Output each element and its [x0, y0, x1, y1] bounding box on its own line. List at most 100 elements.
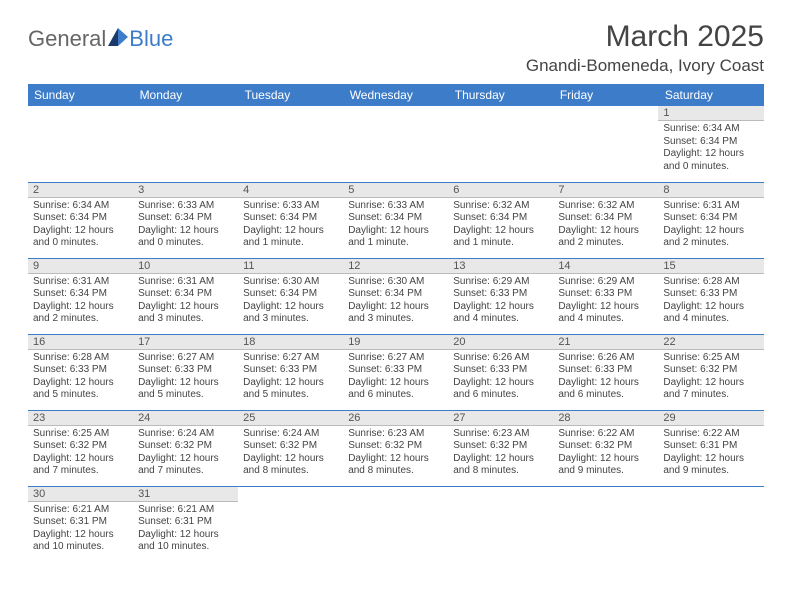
- day-number: 2: [28, 183, 133, 198]
- title-block: March 2025 Gnandi-Bomeneda, Ivory Coast: [526, 20, 764, 76]
- logo: General Blue: [28, 26, 173, 52]
- day-details: Sunrise: 6:22 AMSunset: 6:32 PMDaylight:…: [553, 426, 658, 481]
- day-number: 19: [343, 335, 448, 350]
- calendar-row: 16Sunrise: 6:28 AMSunset: 6:33 PMDayligh…: [28, 334, 764, 410]
- day-details: Sunrise: 6:24 AMSunset: 6:32 PMDaylight:…: [238, 426, 343, 481]
- day-details: Sunrise: 6:24 AMSunset: 6:32 PMDaylight:…: [133, 426, 238, 481]
- calendar-cell: ..: [28, 106, 133, 182]
- day-details: Sunrise: 6:32 AMSunset: 6:34 PMDaylight:…: [448, 198, 553, 253]
- logo-icon: [108, 26, 128, 52]
- day-details: Sunrise: 6:23 AMSunset: 6:32 PMDaylight:…: [343, 426, 448, 481]
- calendar-cell: 26Sunrise: 6:23 AMSunset: 6:32 PMDayligh…: [343, 410, 448, 486]
- calendar-cell: 30Sunrise: 6:21 AMSunset: 6:31 PMDayligh…: [28, 486, 133, 562]
- day-number: 9: [28, 259, 133, 274]
- day-number: 27: [448, 411, 553, 426]
- calendar-cell: 14Sunrise: 6:29 AMSunset: 6:33 PMDayligh…: [553, 258, 658, 334]
- day-number: 31: [133, 487, 238, 502]
- day-number: 6: [448, 183, 553, 198]
- calendar-cell: 27Sunrise: 6:23 AMSunset: 6:32 PMDayligh…: [448, 410, 553, 486]
- day-details: Sunrise: 6:27 AMSunset: 6:33 PMDaylight:…: [133, 350, 238, 405]
- calendar-cell: 2Sunrise: 6:34 AMSunset: 6:34 PMDaylight…: [28, 182, 133, 258]
- calendar-cell: 24Sunrise: 6:24 AMSunset: 6:32 PMDayligh…: [133, 410, 238, 486]
- calendar-table: Sunday Monday Tuesday Wednesday Thursday…: [28, 84, 764, 562]
- day-number: 24: [133, 411, 238, 426]
- day-details: Sunrise: 6:26 AMSunset: 6:33 PMDaylight:…: [448, 350, 553, 405]
- calendar-cell: ..: [448, 486, 553, 562]
- calendar-cell: ..: [343, 106, 448, 182]
- day-details: Sunrise: 6:31 AMSunset: 6:34 PMDaylight:…: [133, 274, 238, 329]
- calendar-cell: 5Sunrise: 6:33 AMSunset: 6:34 PMDaylight…: [343, 182, 448, 258]
- day-number: 15: [658, 259, 763, 274]
- calendar-cell: 29Sunrise: 6:22 AMSunset: 6:31 PMDayligh…: [658, 410, 763, 486]
- calendar-cell: ..: [658, 486, 763, 562]
- calendar-cell: 23Sunrise: 6:25 AMSunset: 6:32 PMDayligh…: [28, 410, 133, 486]
- day-details: Sunrise: 6:34 AMSunset: 6:34 PMDaylight:…: [658, 121, 763, 176]
- day-number: 5: [343, 183, 448, 198]
- day-details: Sunrise: 6:21 AMSunset: 6:31 PMDaylight:…: [133, 502, 238, 557]
- calendar-row: ............1Sunrise: 6:34 AMSunset: 6:3…: [28, 106, 764, 182]
- day-details: Sunrise: 6:32 AMSunset: 6:34 PMDaylight:…: [553, 198, 658, 253]
- weekday-header: Thursday: [448, 84, 553, 106]
- day-details: Sunrise: 6:27 AMSunset: 6:33 PMDaylight:…: [238, 350, 343, 405]
- calendar-body: ............ 1Sunrise: 6:34 AMSunset: 6:3…: [28, 106, 764, 562]
- calendar-cell: 9Sunrise: 6:31 AMSunset: 6:34 PMDaylight…: [28, 258, 133, 334]
- day-number: 3: [133, 183, 238, 198]
- day-details: Sunrise: 6:29 AMSunset: 6:33 PMDaylight:…: [448, 274, 553, 329]
- calendar-cell: 8Sunrise: 6:31 AMSunset: 6:34 PMDaylight…: [658, 182, 763, 258]
- calendar-cell: 25Sunrise: 6:24 AMSunset: 6:32 PMDayligh…: [238, 410, 343, 486]
- day-number: 8: [658, 183, 763, 198]
- day-number: 28: [553, 411, 658, 426]
- calendar-cell: 3Sunrise: 6:33 AMSunset: 6:34 PMDaylight…: [133, 182, 238, 258]
- calendar-row: 23Sunrise: 6:25 AMSunset: 6:32 PMDayligh…: [28, 410, 764, 486]
- day-details: Sunrise: 6:31 AMSunset: 6:34 PMDaylight:…: [28, 274, 133, 329]
- day-number: 26: [343, 411, 448, 426]
- day-number: 30: [28, 487, 133, 502]
- weekday-header: Saturday: [658, 84, 763, 106]
- day-number: 10: [133, 259, 238, 274]
- calendar-cell: ..: [238, 106, 343, 182]
- day-details: Sunrise: 6:29 AMSunset: 6:33 PMDaylight:…: [553, 274, 658, 329]
- day-number: 14: [553, 259, 658, 274]
- weekday-header-row: Sunday Monday Tuesday Wednesday Thursday…: [28, 84, 764, 106]
- weekday-header: Tuesday: [238, 84, 343, 106]
- day-number: 16: [28, 335, 133, 350]
- day-details: Sunrise: 6:33 AMSunset: 6:34 PMDaylight:…: [343, 198, 448, 253]
- calendar-row: 2Sunrise: 6:34 AMSunset: 6:34 PMDaylight…: [28, 182, 764, 258]
- day-details: Sunrise: 6:33 AMSunset: 6:34 PMDaylight:…: [133, 198, 238, 253]
- day-number: 29: [658, 411, 763, 426]
- day-details: Sunrise: 6:22 AMSunset: 6:31 PMDaylight:…: [658, 426, 763, 481]
- weekday-header: Wednesday: [343, 84, 448, 106]
- calendar-cell: ..: [343, 486, 448, 562]
- calendar-row: 30Sunrise: 6:21 AMSunset: 6:31 PMDayligh…: [28, 486, 764, 562]
- calendar-cell: 31Sunrise: 6:21 AMSunset: 6:31 PMDayligh…: [133, 486, 238, 562]
- day-number: 12: [343, 259, 448, 274]
- day-details: Sunrise: 6:28 AMSunset: 6:33 PMDaylight:…: [28, 350, 133, 405]
- calendar-cell: 13Sunrise: 6:29 AMSunset: 6:33 PMDayligh…: [448, 258, 553, 334]
- calendar-cell: ..: [238, 486, 343, 562]
- day-number: 18: [238, 335, 343, 350]
- day-details: Sunrise: 6:31 AMSunset: 6:34 PMDaylight:…: [658, 198, 763, 253]
- day-details: Sunrise: 6:25 AMSunset: 6:32 PMDaylight:…: [28, 426, 133, 481]
- calendar-cell: 19Sunrise: 6:27 AMSunset: 6:33 PMDayligh…: [343, 334, 448, 410]
- day-number: 25: [238, 411, 343, 426]
- day-number: 20: [448, 335, 553, 350]
- day-number: 22: [658, 335, 763, 350]
- day-details: Sunrise: 6:28 AMSunset: 6:33 PMDaylight:…: [658, 274, 763, 329]
- day-details: Sunrise: 6:21 AMSunset: 6:31 PMDaylight:…: [28, 502, 133, 557]
- day-number: 7: [553, 183, 658, 198]
- day-details: Sunrise: 6:33 AMSunset: 6:34 PMDaylight:…: [238, 198, 343, 253]
- day-number: 21: [553, 335, 658, 350]
- day-details: Sunrise: 6:23 AMSunset: 6:32 PMDaylight:…: [448, 426, 553, 481]
- calendar-cell: 22Sunrise: 6:25 AMSunset: 6:32 PMDayligh…: [658, 334, 763, 410]
- weekday-header: Friday: [553, 84, 658, 106]
- calendar-cell: ..: [553, 486, 658, 562]
- calendar-cell: ..: [448, 106, 553, 182]
- calendar-cell: 10Sunrise: 6:31 AMSunset: 6:34 PMDayligh…: [133, 258, 238, 334]
- calendar-row: 9Sunrise: 6:31 AMSunset: 6:34 PMDaylight…: [28, 258, 764, 334]
- calendar-cell: 4Sunrise: 6:33 AMSunset: 6:34 PMDaylight…: [238, 182, 343, 258]
- day-number: 13: [448, 259, 553, 274]
- day-details: Sunrise: 6:30 AMSunset: 6:34 PMDaylight:…: [238, 274, 343, 329]
- day-number: 1: [658, 106, 763, 121]
- weekday-header: Monday: [133, 84, 238, 106]
- day-number: 23: [28, 411, 133, 426]
